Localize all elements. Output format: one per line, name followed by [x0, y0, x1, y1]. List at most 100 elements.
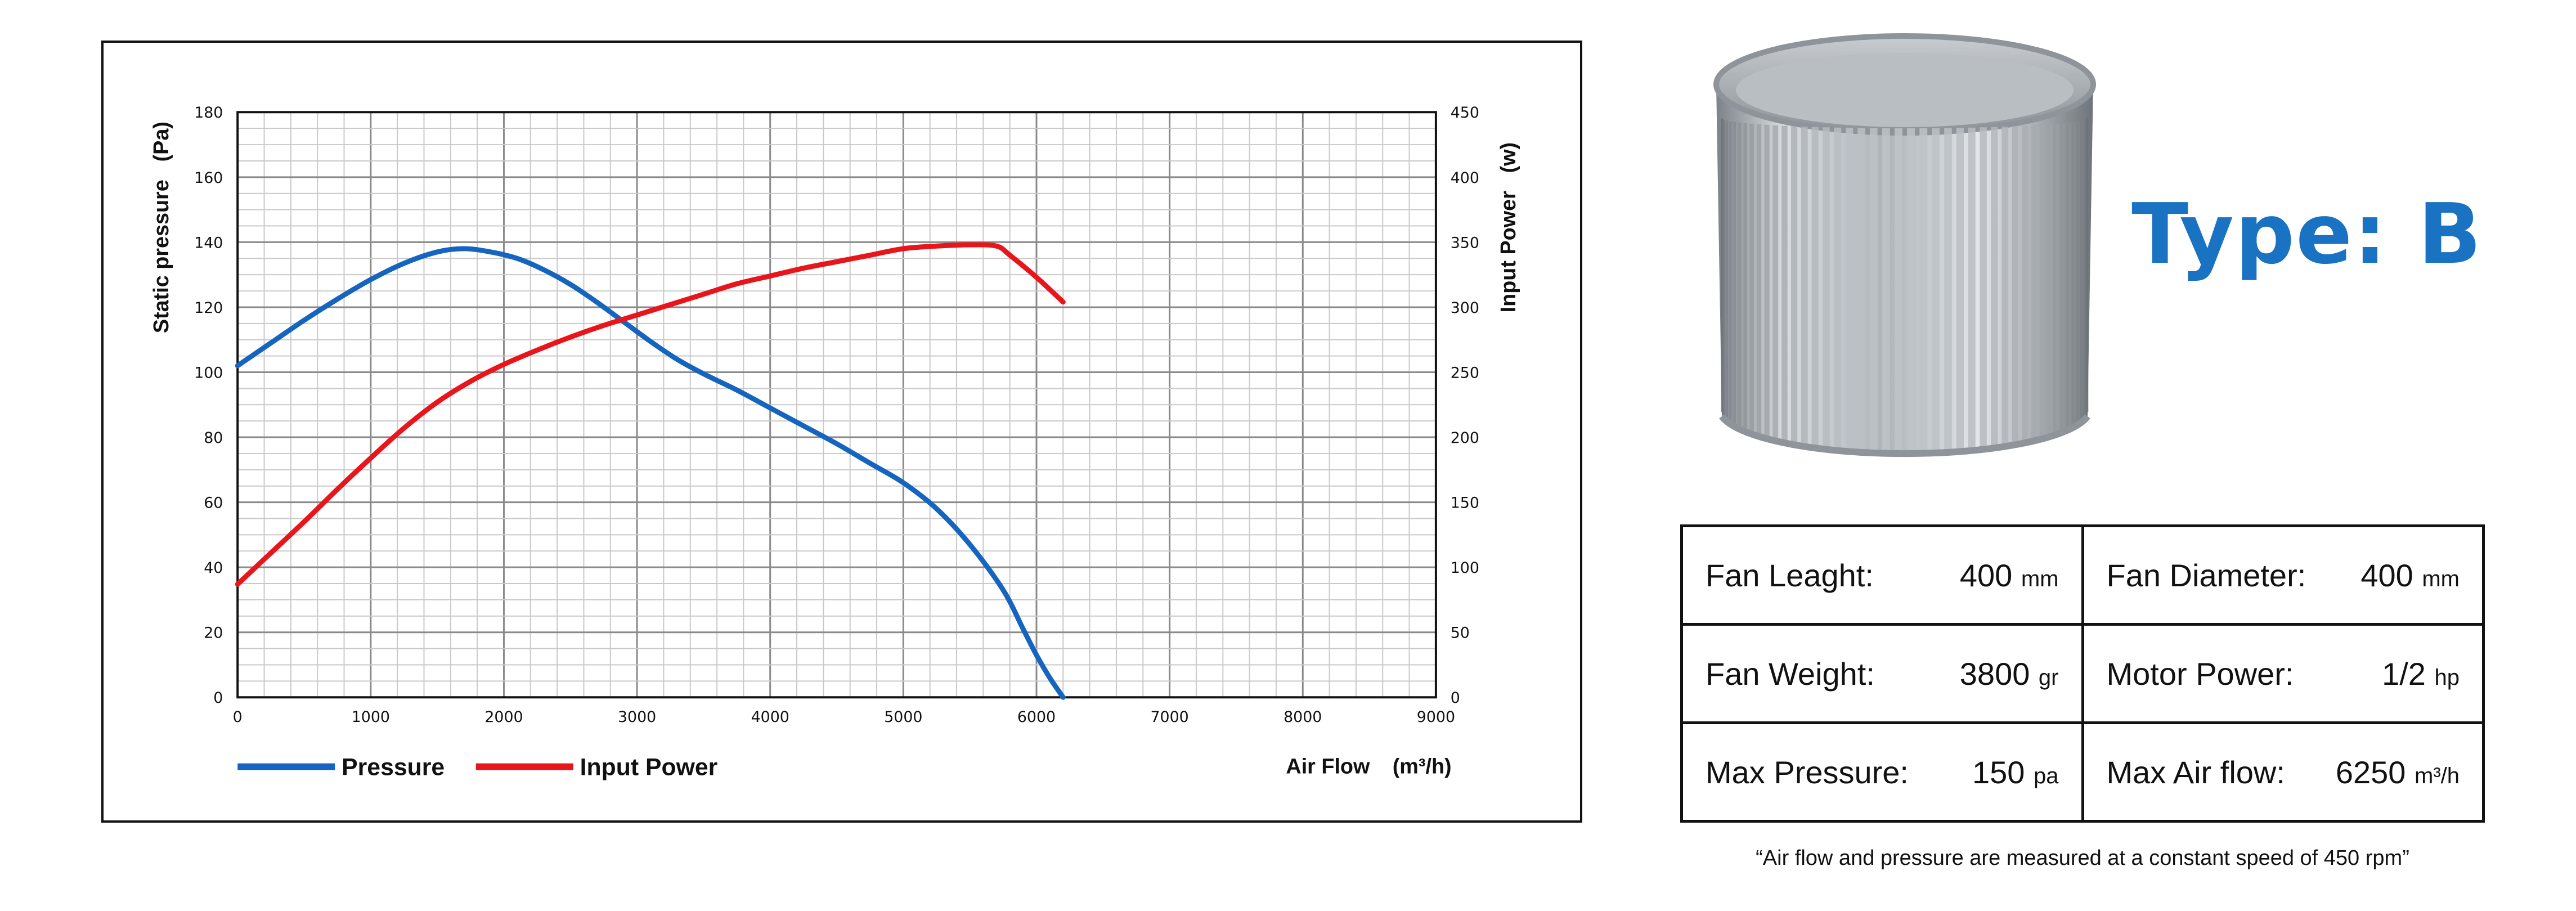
spec-label: Fan Leaght: [1706, 557, 1874, 593]
spec-value: 6250 m³/h [2335, 754, 2460, 790]
spec-cell-fan-weight: Fan Weight: 3800 gr [1680, 623, 2084, 724]
blade [1772, 125, 1779, 440]
y-left-tick-label: 40 [204, 559, 223, 577]
blade [1749, 123, 1754, 434]
blade [1811, 127, 1819, 447]
y-left-tick-label: 60 [204, 495, 223, 512]
y-left-tick-label: 120 [194, 299, 223, 317]
blade [1894, 128, 1902, 452]
spec-cell-motor-power: Motor Power: 1/2 hp [2081, 623, 2485, 724]
blade [2081, 120, 2084, 421]
y-left-tick-label: 100 [194, 364, 223, 382]
spec-cell-max-airflow: Max Air flow: 6250 m³/h [2081, 721, 2485, 823]
x-tick-label: 9000 [1417, 708, 1455, 726]
blade [1729, 121, 1732, 424]
spec-cell-fan-length: Fan Leaght: 400 mm [1680, 524, 2084, 626]
x-tick-label: 1000 [352, 708, 390, 726]
spec-row: Fan Weight: 3800 gr Motor Power: 1/2 hp [1680, 623, 2485, 724]
series-line-input-power [235, 242, 1066, 587]
spec-table: Fan Leaght: 400 mm Fan Diameter: 400 mm … [1680, 524, 2485, 823]
spec-label: Motor Power: [2106, 656, 2294, 692]
blade [2077, 121, 2080, 424]
y-right-tick-label: 100 [1451, 559, 1479, 577]
blade [2001, 127, 2009, 446]
y-left-tick-label: 140 [194, 234, 223, 252]
chart-grid [236, 111, 1437, 698]
x-tick-label: 8000 [1283, 708, 1322, 726]
x-tick-label: 5000 [884, 708, 922, 726]
blade [1991, 127, 1998, 447]
blade [1743, 123, 1748, 431]
blade [1944, 128, 1952, 451]
blade [1733, 122, 1736, 426]
x-tick-label: 2000 [484, 708, 523, 726]
blade [1738, 122, 1742, 429]
spec-cell-fan-diameter: Fan Diameter: 400 mm [2081, 524, 2485, 626]
blade [2085, 119, 2088, 415]
measurement-note: “Air flow and pressure are measured at a… [1756, 846, 2409, 870]
chart-series [235, 242, 1066, 700]
blade [2012, 126, 2018, 444]
blade [1823, 127, 1830, 448]
y-left-tick-label: 0 [213, 689, 223, 707]
blade [1857, 128, 1865, 451]
blade [2055, 123, 2060, 434]
y-right-tick-label: 150 [1451, 495, 1479, 512]
spec-cell-max-pressure: Max Pressure: 150 pa [1680, 721, 2084, 823]
blade [1756, 124, 1762, 436]
blade [1834, 127, 1842, 449]
y-left-tick-label: 180 [194, 104, 223, 122]
blade [1846, 128, 1854, 450]
legend-label-input-power: Input Power [580, 753, 718, 780]
x-axis-title: Air Flow (m³/h) [1286, 755, 1451, 778]
y-left-tick-label: 80 [204, 429, 223, 447]
blade [1721, 118, 1723, 412]
spec-label: Max Pressure: [1706, 754, 1909, 790]
blade [2073, 122, 2076, 426]
spec-label: Fan Diameter: [2106, 557, 2306, 593]
spec-label: Max Air flow: [2106, 754, 2285, 790]
plot-area-border [236, 111, 1437, 699]
series-line-pressure [235, 246, 1066, 700]
blade [2040, 124, 2045, 438]
chart-legend: Pressure Input Power [237, 753, 717, 780]
spec-row: Fan Leaght: 400 mm Fan Diameter: 400 mm [1680, 524, 2485, 626]
blower-blades [1721, 118, 2089, 452]
y-right-tick-label: 300 [1451, 299, 1479, 317]
x-tick-label: 0 [233, 708, 243, 726]
blade [1764, 124, 1770, 438]
blade [1724, 120, 1726, 418]
blade [1801, 127, 1808, 446]
spec-value: 400 mm [2360, 557, 2460, 593]
y-right-axis-title: Input Power(w) [1497, 142, 1520, 312]
blade [1791, 126, 1798, 444]
blade [1956, 128, 1964, 450]
blade [1781, 125, 1788, 442]
spec-value: 150 pa [1972, 754, 2059, 790]
blade [1968, 127, 1976, 449]
y-right-tick-label: 200 [1451, 429, 1479, 447]
product-type-label: Type: B [2131, 186, 2483, 282]
x-tick-label: 6000 [1017, 708, 1056, 726]
legend-label-pressure: Pressure [342, 753, 445, 780]
spec-value: 400 mm [1959, 557, 2059, 593]
blade [2084, 120, 2086, 418]
y-left-tick-label: 20 [204, 625, 223, 642]
blade [1726, 120, 1728, 421]
x-tick-label: 7000 [1150, 708, 1188, 726]
chart-ticks: 0 1000 2000 3000 4000 5000 6000 7000 8000 9000 0 20… [194, 104, 1479, 726]
spec-row: Max Pressure: 150 pa Max Air flow: 6250 … [1680, 721, 2485, 823]
performance-chart: 0 1000 2000 3000 4000 5000 6000 7000 8000 9000 0 20… [101, 41, 1582, 823]
blower-wheel-photo [1713, 33, 2096, 457]
blade [2022, 125, 2028, 442]
x-tick-label: 4000 [751, 708, 789, 726]
blade [2068, 122, 2072, 429]
blade [1932, 128, 1940, 451]
blade [1722, 119, 1724, 415]
y-right-tick-label: 350 [1451, 234, 1479, 252]
blade [1882, 128, 1890, 452]
blade [1919, 128, 1928, 452]
x-tick-label: 3000 [618, 708, 656, 726]
blade [2031, 125, 2037, 440]
spec-value: 1/2 hp [2382, 656, 2460, 692]
